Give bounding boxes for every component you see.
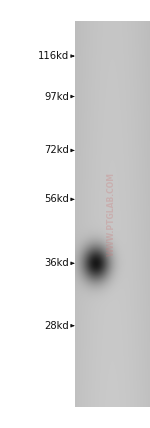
- Text: WWW.PTGLAB.COM: WWW.PTGLAB.COM: [106, 172, 116, 256]
- Text: 116kd: 116kd: [38, 51, 69, 61]
- Text: 97kd: 97kd: [44, 92, 69, 101]
- Text: 72kd: 72kd: [44, 146, 69, 155]
- Text: 28kd: 28kd: [44, 321, 69, 331]
- Text: 56kd: 56kd: [44, 194, 69, 204]
- Text: 36kd: 36kd: [44, 259, 69, 268]
